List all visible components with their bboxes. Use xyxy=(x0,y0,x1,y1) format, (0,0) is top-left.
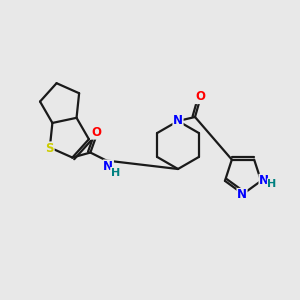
Text: H: H xyxy=(111,167,120,178)
Text: O: O xyxy=(92,126,101,139)
Text: N: N xyxy=(259,174,269,188)
Text: N: N xyxy=(173,113,183,127)
Text: S: S xyxy=(46,142,54,155)
Text: N: N xyxy=(103,160,113,173)
Text: O: O xyxy=(195,91,205,103)
Text: N: N xyxy=(237,188,247,202)
Text: H: H xyxy=(267,179,277,189)
